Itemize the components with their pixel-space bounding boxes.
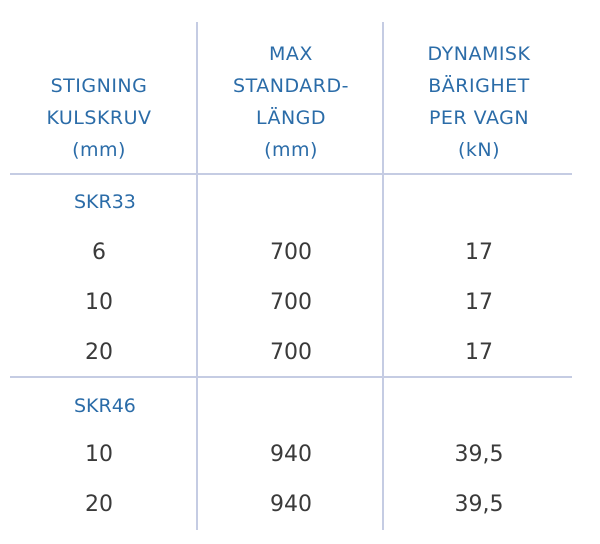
header-load-line-4: (kN) (457, 139, 501, 161)
table-cell-pitch: 20 (85, 492, 113, 517)
header-length-line-1: MAX (269, 43, 313, 65)
table-cell-load: 39,5 (454, 442, 504, 467)
table-cell-length: 940 (270, 442, 312, 467)
group-divider (10, 376, 572, 378)
table-cell-length: 940 (270, 492, 312, 517)
table-cell-pitch: 6 (92, 240, 106, 265)
header-load-line-1: DYNAMISK (427, 43, 531, 65)
group-label-skr33: SKR33 (74, 191, 136, 213)
header-pitch: STIGNING KULSKRUV (mm) (0, 70, 198, 166)
table-cell-pitch: 10 (85, 290, 113, 315)
column-divider-1 (196, 22, 198, 530)
header-length-line-2: STANDARD- (233, 75, 349, 97)
header-pitch-line-1: STIGNING (50, 75, 148, 97)
header-load-line-3: PER VAGN (428, 107, 530, 129)
header-divider (10, 173, 572, 175)
table-cell-load: 17 (465, 240, 493, 265)
table-cell-load: 17 (465, 290, 493, 315)
table-cell-load: 17 (465, 340, 493, 365)
header-length: MAX STANDARD- LÄNGD (mm) (198, 38, 384, 166)
header-pitch-line-2: KULSKRUV (46, 107, 152, 129)
table-cell-pitch: 10 (85, 442, 113, 467)
header-length-line-4: (mm) (264, 139, 318, 161)
header-load-line-2: BÄRIGHET (428, 75, 530, 97)
table-cell-length: 700 (270, 240, 312, 265)
header-pitch-line-3: (mm) (72, 139, 126, 161)
table-cell-length: 700 (270, 340, 312, 365)
column-divider-2 (382, 22, 384, 530)
header-load: DYNAMISK BÄRIGHET PER VAGN (kN) (384, 38, 574, 166)
group-label-skr46: SKR46 (74, 395, 136, 417)
table-cell-load: 39,5 (454, 492, 504, 517)
table-cell-pitch: 20 (85, 340, 113, 365)
table-cell-length: 700 (270, 290, 312, 315)
header-length-line-3: LÄNGD (255, 107, 327, 129)
